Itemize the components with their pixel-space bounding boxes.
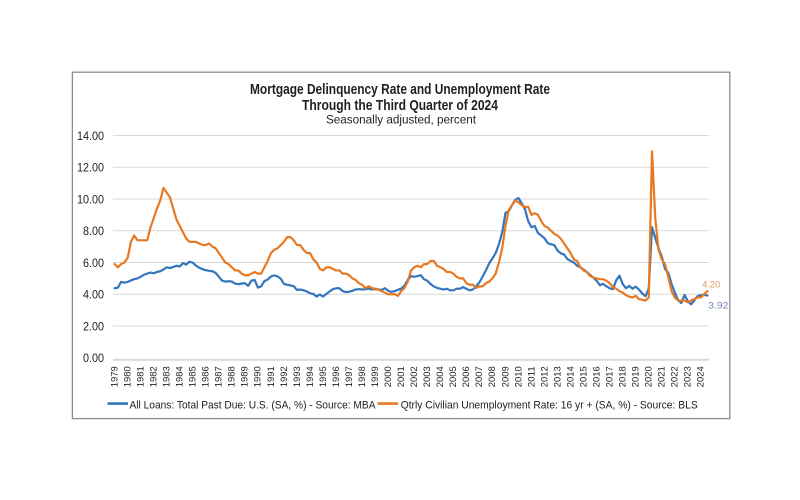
svg-text:4.20: 4.20 [702,280,720,291]
svg-text:3.92: 3.92 [708,301,728,312]
svg-text:2013: 2013 [552,366,563,387]
svg-text:6.00: 6.00 [83,256,104,270]
svg-text:2019: 2019 [631,366,642,387]
svg-text:2017: 2017 [604,366,615,387]
svg-text:2024: 2024 [696,366,707,387]
svg-text:1979: 1979 [109,366,120,387]
svg-text:1980: 1980 [122,366,133,387]
svg-text:1987: 1987 [214,366,225,387]
svg-text:2020: 2020 [644,366,655,387]
svg-text:2009: 2009 [500,366,511,387]
svg-text:10.00: 10.00 [77,192,104,206]
svg-text:1982: 1982 [149,366,160,387]
svg-text:2001: 2001 [396,366,407,387]
svg-text:Mortgage Delinquency Rate and: Mortgage Delinquency Rate and Unemployme… [250,82,550,98]
svg-text:4.00: 4.00 [83,288,104,302]
svg-text:14.00: 14.00 [77,129,104,143]
svg-text:1984: 1984 [175,366,186,387]
svg-text:8.00: 8.00 [83,224,104,238]
svg-text:1997: 1997 [344,366,355,387]
svg-text:2012: 2012 [539,366,550,387]
svg-text:12.00: 12.00 [77,161,104,175]
svg-text:1991: 1991 [266,366,277,387]
svg-text:2014: 2014 [565,366,576,387]
svg-text:1995: 1995 [318,366,329,387]
svg-text:1981: 1981 [135,366,146,387]
svg-text:2010: 2010 [513,366,524,387]
svg-text:1985: 1985 [188,366,199,387]
svg-text:1999: 1999 [370,366,381,387]
svg-text:1993: 1993 [292,366,303,387]
svg-text:1986: 1986 [201,366,212,387]
svg-text:2004: 2004 [435,366,446,387]
svg-text:2006: 2006 [461,366,472,387]
svg-text:1992: 1992 [279,366,290,387]
svg-text:1994: 1994 [305,366,316,387]
svg-text:2000: 2000 [383,366,394,387]
svg-text:Seasonally adjusted, percent: Seasonally adjusted, percent [326,113,477,127]
svg-text:1996: 1996 [331,366,342,387]
svg-text:2011: 2011 [526,366,537,387]
svg-text:1990: 1990 [253,366,264,387]
svg-text:2018: 2018 [617,366,628,387]
svg-text:2023: 2023 [683,366,694,387]
svg-text:0.00: 0.00 [83,351,104,365]
svg-text:2016: 2016 [591,366,602,387]
svg-text:2022: 2022 [670,366,681,387]
svg-text:2005: 2005 [448,366,459,387]
svg-text:2008: 2008 [487,366,498,387]
svg-text:1998: 1998 [357,366,368,387]
svg-text:1988: 1988 [227,366,238,387]
svg-text:Qtrly Civilian Unemployment Ra: Qtrly Civilian Unemployment Rate: 16 yr … [401,399,698,411]
svg-text:2002: 2002 [409,366,420,387]
svg-text:1983: 1983 [162,366,173,387]
svg-text:2015: 2015 [578,366,589,387]
svg-text:2003: 2003 [422,366,433,387]
svg-text:Through the Third Quarter of 2: Through the Third Quarter of 2024 [302,98,499,114]
svg-text:1989: 1989 [240,366,251,387]
svg-text:All Loans: Total Past Due: U.S: All Loans: Total Past Due: U.S. (SA, %) … [130,399,377,411]
svg-text:2021: 2021 [657,366,668,387]
svg-text:2.00: 2.00 [83,319,104,333]
svg-text:2007: 2007 [474,366,485,387]
